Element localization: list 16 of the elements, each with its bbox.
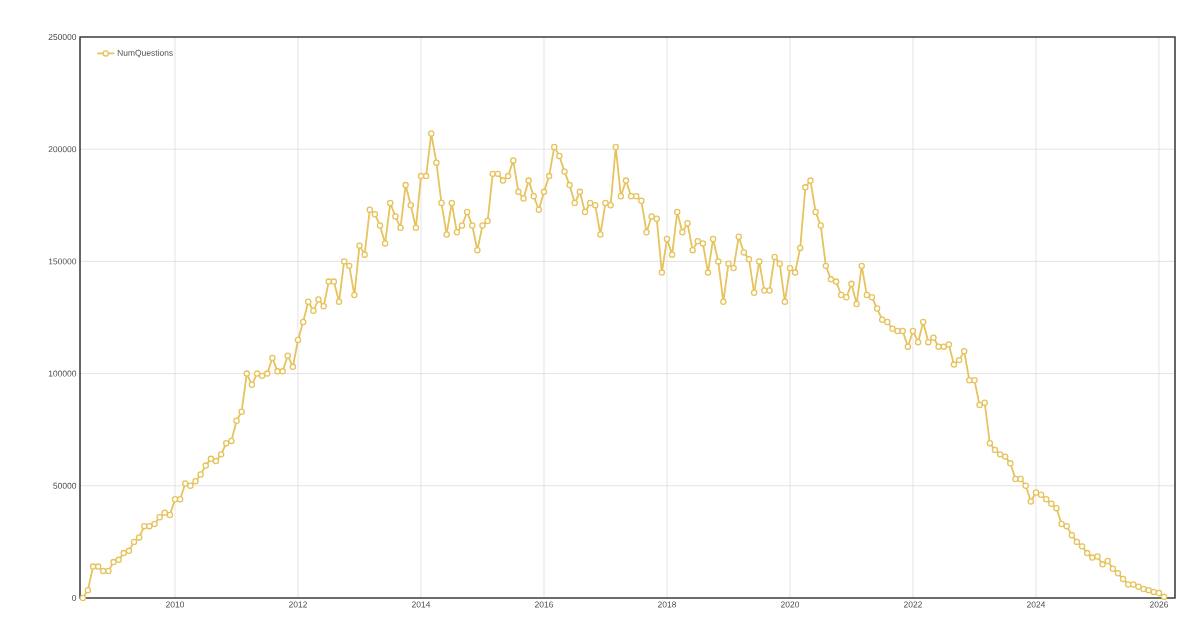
y-tick-label: 100000 xyxy=(48,370,77,377)
y-tick-label: 250000 xyxy=(48,33,77,40)
y-tick-label: 150000 xyxy=(48,258,77,265)
x-tick-label: 2016 xyxy=(535,601,554,608)
y-tick-label: 200000 xyxy=(48,146,77,153)
y-tick-label: 50000 xyxy=(53,482,77,489)
x-tick-label: 2024 xyxy=(1026,601,1046,608)
x-tick-label: 2022 xyxy=(903,601,922,608)
x-tick-label: 2018 xyxy=(657,601,677,608)
legend-label: NumQuestions xyxy=(117,49,173,58)
y-tick-label: 0 xyxy=(72,594,77,601)
x-tick-label: 2020 xyxy=(780,601,800,608)
x-tick-label: 2012 xyxy=(289,601,307,608)
x-tick-label: 2026 xyxy=(1149,601,1168,608)
x-tick-label: 2010 xyxy=(166,601,185,608)
x-tick-label: 2014 xyxy=(412,601,431,608)
